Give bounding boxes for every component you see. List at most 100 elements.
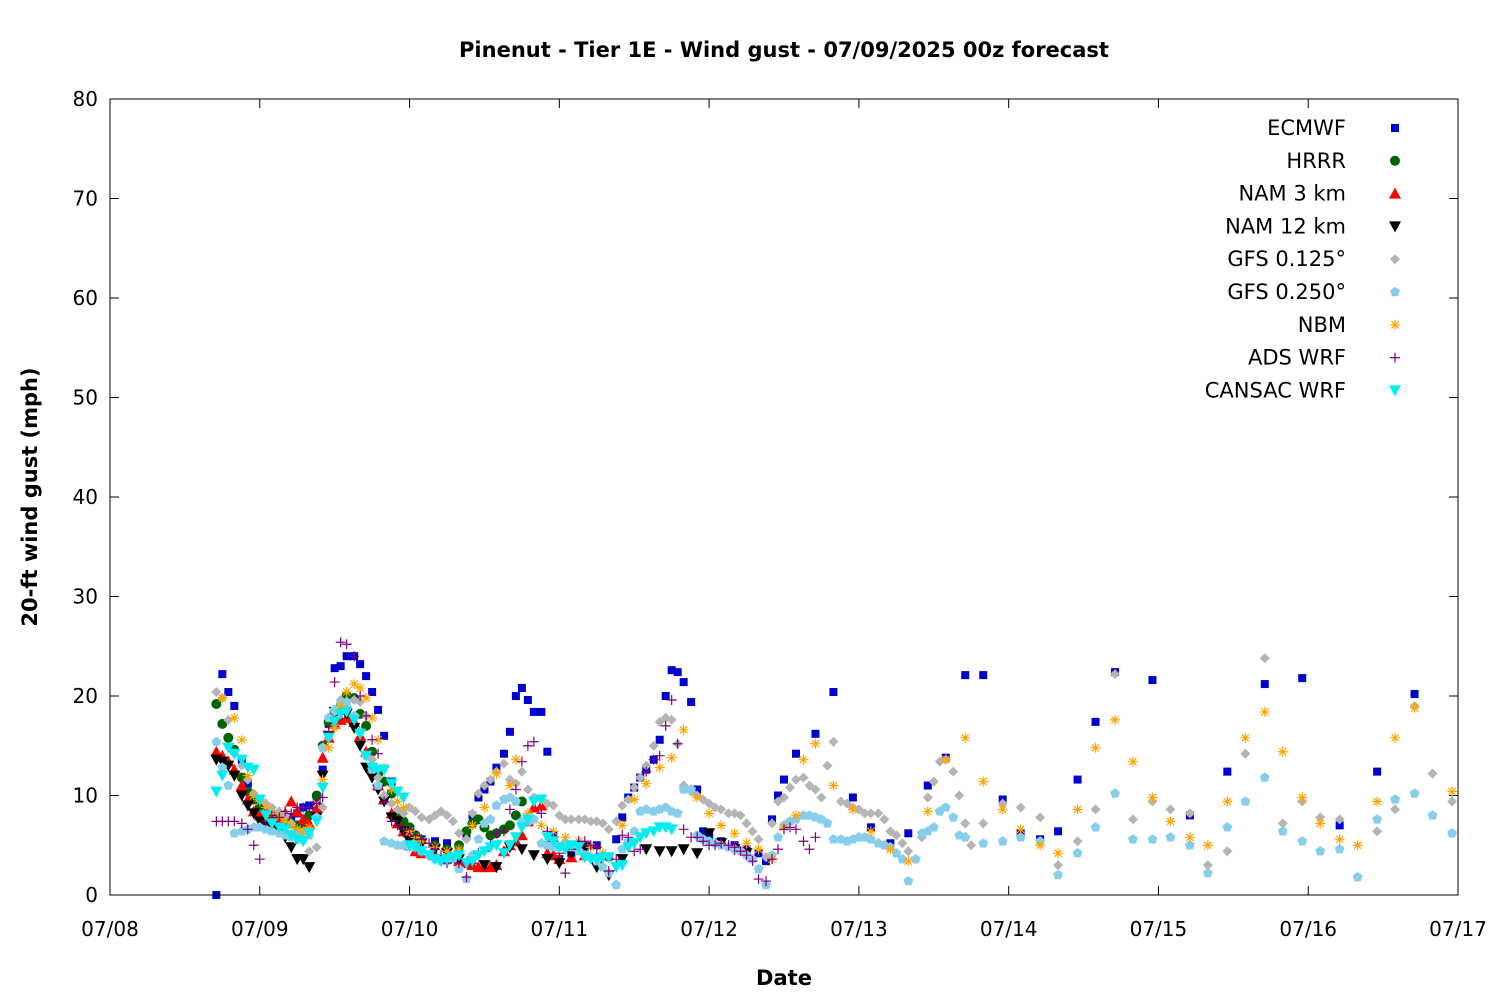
- data-point: [928, 776, 939, 787]
- data-point: [1315, 812, 1326, 823]
- data-point: [1184, 808, 1195, 819]
- data-point: [679, 678, 688, 687]
- data-point: [1390, 804, 1401, 815]
- data-point: [954, 790, 965, 801]
- data-point: [527, 850, 540, 862]
- data-point: [285, 830, 298, 842]
- data-point: [678, 784, 689, 794]
- data-point: [416, 812, 427, 823]
- data-point: [1259, 653, 1270, 664]
- legend-label: GFS 0.125°: [1227, 247, 1346, 271]
- data-point: [885, 844, 896, 855]
- data-point: [242, 770, 253, 781]
- data-point: [648, 740, 659, 751]
- data-point: [1240, 732, 1251, 743]
- data-point: [1297, 836, 1308, 846]
- data-point: [286, 820, 297, 831]
- data-point: [553, 858, 566, 870]
- data-point: [316, 782, 329, 794]
- x-axis-label: Date: [756, 966, 812, 990]
- data-point: [910, 854, 921, 864]
- x-tick-label: 07/14: [980, 917, 1038, 941]
- data-point: [753, 863, 764, 874]
- data-point: [666, 752, 677, 763]
- y-tick-label: 0: [85, 883, 98, 907]
- data-point: [597, 818, 608, 829]
- data-point: [1390, 794, 1400, 804]
- data-point: [747, 856, 758, 867]
- data-point: [1147, 792, 1158, 803]
- data-point: [253, 794, 266, 806]
- data-point: [510, 810, 521, 821]
- data-point: [1352, 871, 1363, 882]
- data-point: [453, 828, 464, 839]
- data-point: [1427, 768, 1438, 779]
- data-point: [591, 842, 602, 853]
- data-point: [224, 688, 233, 697]
- y-tick-label: 60: [73, 286, 98, 310]
- data-point: [790, 824, 801, 835]
- legend-marker: [1390, 319, 1400, 330]
- data-point: [1298, 674, 1307, 683]
- data-point: [572, 842, 585, 854]
- data-point: [966, 840, 977, 851]
- data-point: [1110, 714, 1121, 725]
- data-point: [297, 836, 310, 848]
- data-point: [1372, 826, 1383, 837]
- data-point: [735, 846, 746, 857]
- data-point: [235, 779, 248, 791]
- data-point: [216, 756, 229, 768]
- data-point: [479, 802, 490, 813]
- data-point: [699, 827, 708, 836]
- data-point: [499, 749, 508, 758]
- data-point: [286, 808, 297, 819]
- data-point: [828, 780, 839, 791]
- data-point: [741, 818, 752, 829]
- data-point: [641, 766, 652, 777]
- data-point: [391, 786, 404, 798]
- data-point: [611, 879, 622, 890]
- data-point: [461, 872, 472, 883]
- data-point: [1147, 834, 1158, 844]
- data-point: [361, 720, 372, 731]
- x-tick-label: 07/11: [531, 917, 589, 941]
- data-point: [424, 838, 435, 849]
- data-point: [467, 808, 478, 819]
- data-point: [635, 844, 646, 855]
- data-point: [536, 808, 547, 819]
- data-point: [961, 671, 970, 680]
- data-point: [647, 826, 660, 838]
- chart-title: Pinenut - Tier 1E - Wind gust - 07/09/20…: [459, 38, 1109, 62]
- data-point: [811, 729, 820, 738]
- data-point: [297, 813, 310, 825]
- data-point: [617, 800, 628, 811]
- data-point: [903, 875, 914, 886]
- data-point: [1390, 732, 1401, 743]
- data-point: [1352, 840, 1363, 851]
- legend-marker: [1390, 155, 1400, 166]
- data-point: [248, 840, 259, 851]
- data-point: [1297, 792, 1308, 803]
- data-point: [897, 838, 908, 849]
- y-tick-label: 80: [73, 87, 98, 111]
- data-point: [223, 780, 234, 790]
- data-point: [443, 839, 451, 848]
- data-point: [230, 701, 239, 710]
- data-point: [236, 734, 247, 745]
- legend-marker: [1389, 385, 1401, 397]
- data-point: [1015, 824, 1026, 835]
- data-point: [521, 814, 534, 826]
- data-point: [710, 840, 721, 851]
- data-point: [692, 792, 703, 803]
- legend-label: NBM: [1298, 313, 1346, 337]
- data-point: [779, 824, 789, 835]
- series-4: [211, 653, 1458, 883]
- data-point: [248, 790, 259, 801]
- data-point: [454, 863, 464, 874]
- data-point: [779, 792, 789, 803]
- legend-marker: [1389, 221, 1401, 233]
- data-point: [490, 862, 503, 874]
- data-point: [361, 692, 372, 703]
- data-point: [978, 838, 989, 848]
- data-point: [374, 705, 383, 714]
